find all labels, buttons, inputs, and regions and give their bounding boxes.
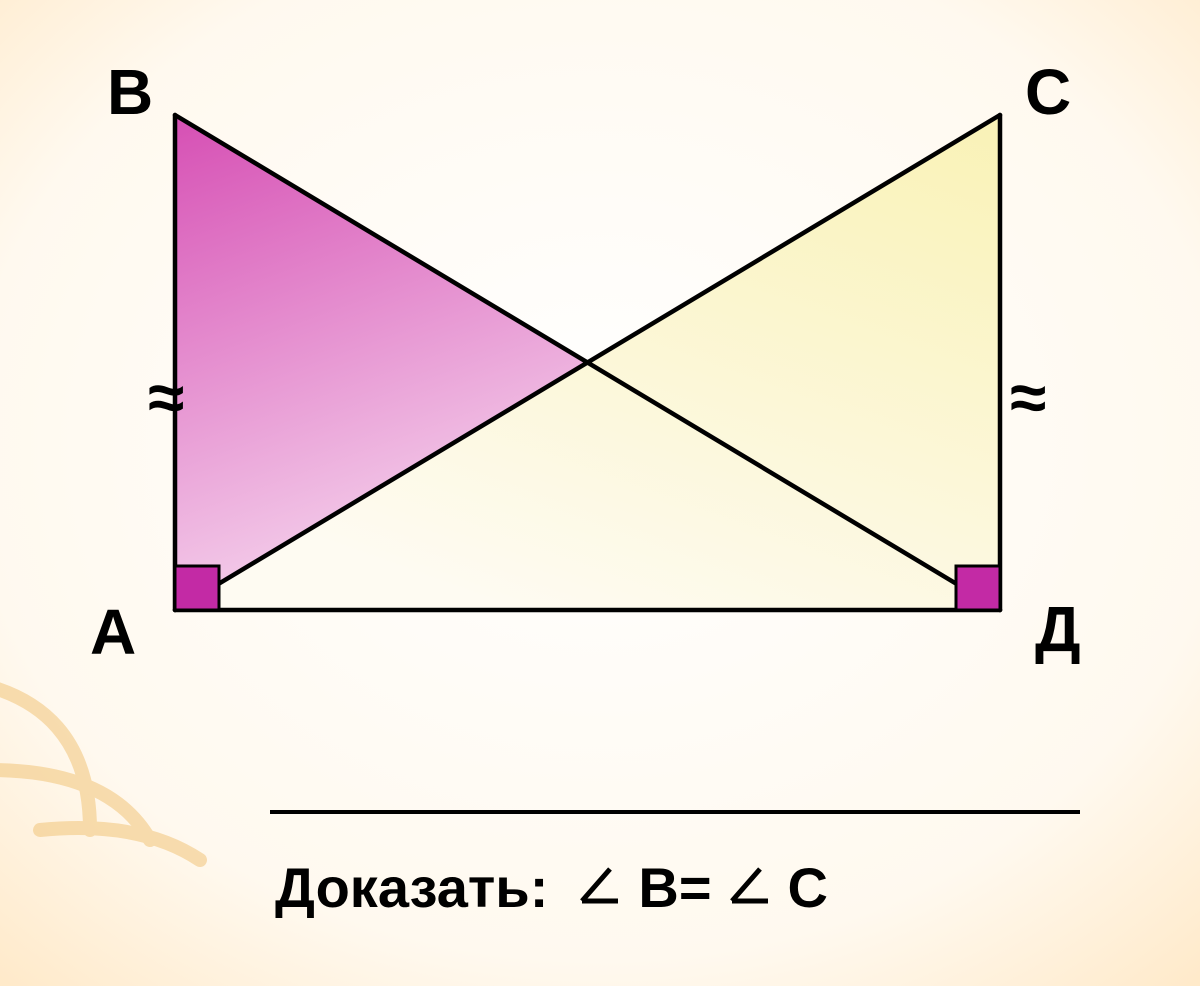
right-angle-marker-a <box>175 566 219 610</box>
vertex-label-a: А <box>90 595 136 669</box>
vertex-label-d: Д <box>1035 592 1081 666</box>
proof-label: Доказать: <box>275 855 548 920</box>
geometry-diagram <box>0 0 1200 986</box>
angle-b-text: В= <box>638 855 711 920</box>
angle-c-text: С <box>788 855 828 920</box>
right-angle-marker-d <box>956 566 1000 610</box>
divider-line <box>270 810 1080 814</box>
equal-tick-ab: ≈ <box>148 359 184 435</box>
proof-statement: Доказать: В= С <box>275 855 828 920</box>
vertex-label-c: С <box>1025 55 1071 129</box>
equal-tick-cd: ≈ <box>1010 359 1046 435</box>
proof-expression: В= С <box>576 855 828 920</box>
angle-symbol-icon <box>726 863 774 907</box>
angle-symbol-icon <box>576 863 624 907</box>
vertex-label-b: В <box>107 55 153 129</box>
